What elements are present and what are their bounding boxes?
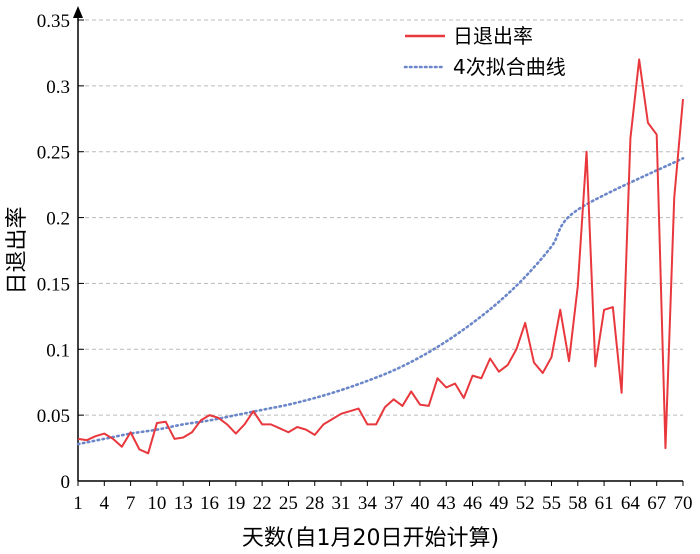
x-tick-label-1: 4 — [100, 493, 110, 514]
x-tick-label-11: 34 — [358, 493, 378, 514]
y-tick-label-0: 0 — [61, 472, 71, 493]
x-tick-label-17: 52 — [516, 493, 535, 514]
y-axis-title: 日退出率 — [5, 206, 30, 294]
x-tick-label-21: 64 — [621, 493, 641, 514]
y-tick-label-4: 0.2 — [46, 209, 70, 230]
y-tick-label-3: 0.15 — [37, 274, 70, 295]
y-tick-label-2: 0.1 — [46, 340, 70, 361]
x-tick-label-12: 37 — [384, 493, 403, 514]
y-tick-label-1: 0.05 — [37, 406, 70, 427]
x-tick-label-16: 49 — [489, 493, 508, 514]
legend-label-fit: 4次拟合曲线 — [453, 55, 566, 79]
x-tick-label-2: 7 — [126, 493, 136, 514]
x-tick-label-15: 46 — [463, 493, 482, 514]
x-tick-label-3: 10 — [147, 493, 166, 514]
x-tick-label-19: 58 — [568, 493, 587, 514]
x-tick-label-5: 16 — [200, 493, 219, 514]
series-fit-curve — [76, 157, 685, 446]
series-daily-exit-rate-line — [77, 58, 684, 455]
x-tick-label-0: 1 — [73, 493, 83, 514]
x-tick-label-13: 40 — [410, 493, 429, 514]
x-tick-label-10: 31 — [332, 493, 351, 514]
x-tick-label-4: 13 — [174, 493, 193, 514]
x-tick-label-7: 22 — [253, 493, 272, 514]
x-axis-title: 天数(自1月20日开始计算) — [242, 526, 499, 551]
x-tick-label-14: 43 — [437, 493, 456, 514]
legend-label-observed: 日退出率 — [453, 24, 533, 48]
x-tick-label-8: 25 — [279, 493, 298, 514]
y-tick-label-6: 0.3 — [46, 77, 70, 98]
x-tick-label-18: 55 — [542, 493, 561, 514]
y-tick-label-5: 0.25 — [37, 143, 70, 164]
y-axis-arrow-icon — [73, 6, 83, 18]
x-tick-label-6: 19 — [226, 493, 245, 514]
x-tick-label-20: 61 — [595, 493, 614, 514]
x-tick-label-23: 70 — [674, 493, 693, 514]
x-tick-label-9: 28 — [305, 493, 324, 514]
y-tick-label-7: 0.35 — [37, 11, 70, 32]
x-tick-label-22: 67 — [647, 493, 666, 514]
